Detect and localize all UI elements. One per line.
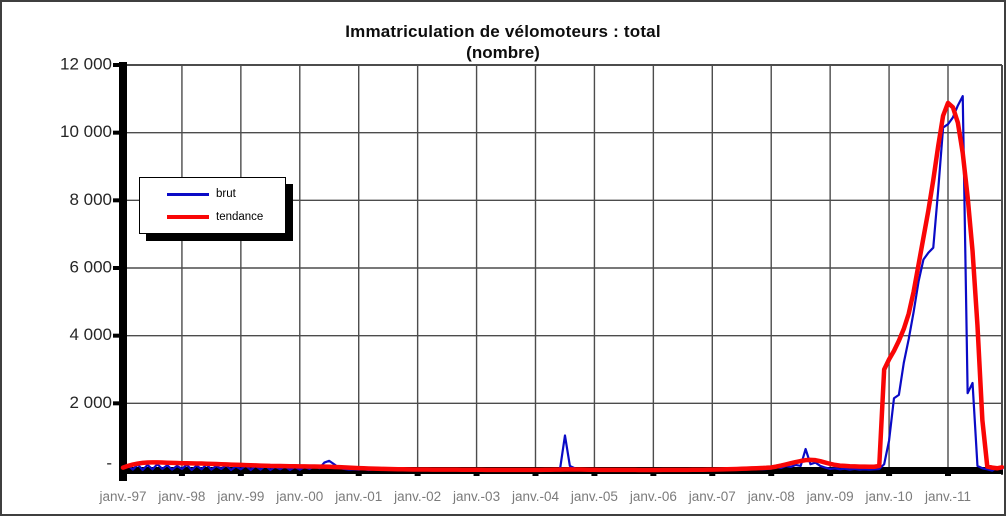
y-axis-tick: [113, 130, 120, 135]
x-axis-tick: [237, 469, 244, 476]
y-tick-label: 10 000: [60, 122, 112, 141]
x-axis-tick: [650, 469, 657, 476]
legend: brut tendance: [139, 177, 286, 234]
x-tick-label: janv.-00: [275, 489, 323, 504]
x-axis-tick: [355, 469, 362, 476]
x-axis-tick: [532, 469, 539, 476]
y-axis-tick: [113, 63, 120, 67]
tendance-line-swatch: [167, 214, 209, 219]
series-line-tendance: [120, 100, 1004, 473]
x-tick-label: janv.-11: [924, 489, 971, 504]
y-tick-label: 8 000: [69, 190, 112, 209]
legend-item-tendance: tendance: [167, 211, 285, 223]
x-axis-tick: [414, 469, 421, 476]
x-tick-label: janv.-10: [865, 489, 913, 504]
y-tick-label: 4 000: [69, 325, 112, 344]
x-tick-label: janv.-98: [157, 489, 205, 504]
y-axis-tick: [113, 198, 120, 203]
x-tick-label: janv.-05: [570, 489, 618, 504]
y-axis-tick: [113, 266, 120, 270]
y-tick-label: 2 000: [69, 393, 112, 412]
x-tick-label: janv.-08: [747, 489, 795, 504]
x-tick-label: janv.-09: [806, 489, 854, 504]
legend-label-tendance: tendance: [216, 210, 264, 223]
x-tick-label: janv.-97: [98, 489, 146, 504]
y-axis-line: [119, 62, 127, 481]
legend-item-brut: brut: [167, 188, 285, 200]
x-axis-tick: [709, 469, 716, 476]
y-axis-tick: [113, 333, 120, 338]
x-axis-tick: [296, 469, 303, 476]
y-axis-tick: [113, 401, 120, 406]
x-tick-label: janv.-03: [452, 489, 500, 504]
x-tick-label: janv.-04: [511, 489, 560, 504]
x-axis-tick: [473, 469, 480, 476]
y-tick-label: 6 000: [69, 257, 112, 276]
x-tick-label: janv.-02: [393, 489, 441, 504]
x-axis-tick: [945, 469, 951, 476]
legend-label-brut: brut: [216, 188, 236, 201]
x-axis-tick: [886, 469, 893, 476]
y-tick-label: 12 000: [60, 54, 112, 73]
y-tick-label: -: [106, 453, 112, 472]
series-line-brut: [121, 95, 1004, 472]
x-tick-label: janv.-99: [216, 489, 264, 504]
x-axis-tick: [591, 469, 598, 476]
x-tick-label: janv.-06: [629, 489, 677, 504]
x-tick-label: janv.-01: [334, 489, 382, 504]
x-tick-label: janv.-07: [688, 489, 736, 504]
x-axis-tick: [768, 469, 775, 476]
brut-line-swatch: [167, 192, 209, 196]
x-axis-tick: [827, 469, 834, 476]
x-axis-tick: [178, 469, 185, 476]
